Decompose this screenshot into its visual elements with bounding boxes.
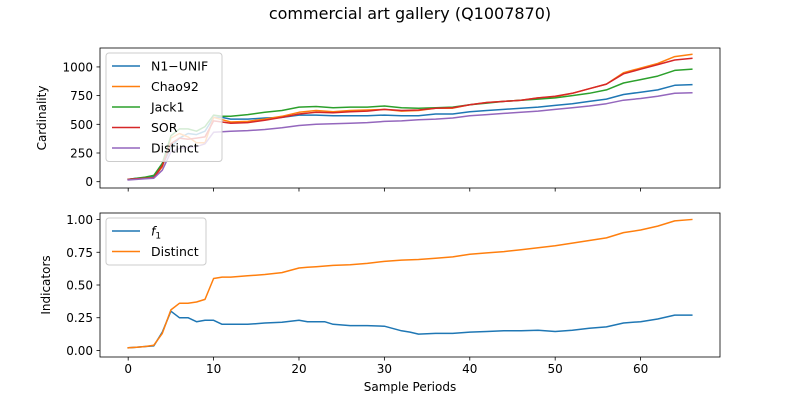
y-tick-label: 0 [85, 175, 93, 189]
x-axis-label: Sample Periods [364, 380, 456, 394]
x-tick-label: 50 [548, 362, 563, 376]
legend-label: f1 [151, 224, 161, 242]
legend-label: N1−UNIF [151, 59, 208, 74]
legend-box [105, 52, 223, 162]
y-tick-label: 250 [70, 147, 93, 161]
y-tick-label: 0.00 [66, 344, 93, 358]
y-tick-label: 1000 [62, 60, 93, 74]
cardinality-panel: 0 250 500 750 1000 Cardinality N1−UNIF Chao92 Ja… [35, 47, 721, 192]
y-tick-label: 0.75 [66, 246, 93, 260]
x-tick-label: 60 [633, 362, 648, 376]
legend-label: Jack1 [150, 100, 184, 115]
y-tick-label: 500 [70, 118, 93, 132]
y-axis-label: Indicators [39, 255, 53, 314]
legend: N1−UNIF Chao92 Jack1 SOR Distinct [105, 52, 223, 162]
axes-frame [99, 47, 721, 189]
legend-label: SOR [151, 120, 178, 135]
legend-label: Chao92 [151, 79, 199, 94]
y-tick-label: 750 [70, 89, 93, 103]
legend-box [105, 217, 207, 266]
figure-title: commercial art gallery (Q1007870) [269, 4, 551, 23]
series-line-f [127, 310, 693, 349]
indicators-panel: 0 10 20 30 40 50 60 0.00 0.25 0.50 0.75 1.00 Indicat… [39, 212, 721, 394]
x-tick-label: 30 [377, 362, 392, 376]
legend-label: Distinct [151, 244, 199, 259]
x-tick-label: 0 [124, 362, 132, 376]
series-line-distinct [127, 218, 693, 349]
y-tick-label: 0.25 [66, 311, 93, 325]
legend-label: Distinct [151, 141, 199, 156]
y-tick-label: 0.50 [66, 279, 93, 293]
legend: f1 Distinct [105, 217, 207, 266]
y-tick-label: 1.00 [66, 213, 93, 227]
x-tick-label: 10 [206, 362, 221, 376]
x-tick-label: 20 [291, 362, 306, 376]
y-axis-label: Cardinality [35, 86, 49, 151]
x-tick-label: 40 [462, 362, 477, 376]
